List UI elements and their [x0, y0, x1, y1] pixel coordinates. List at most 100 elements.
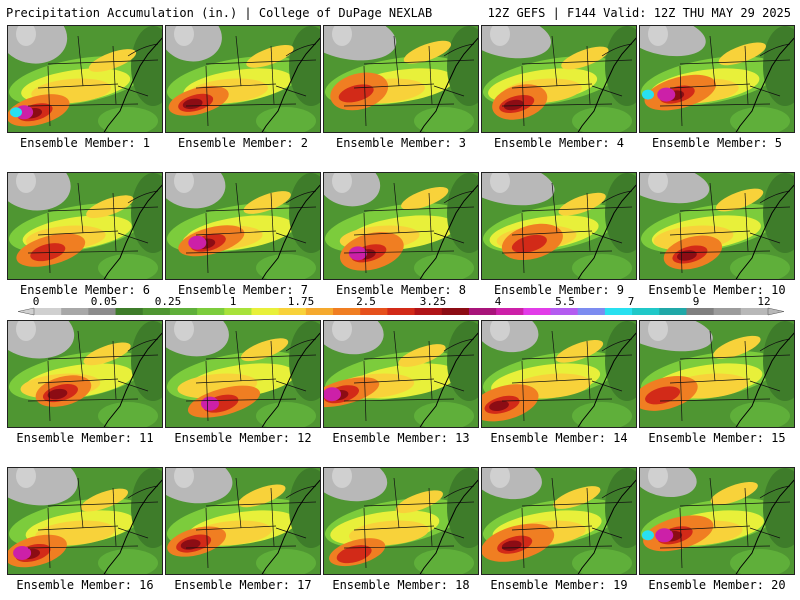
- state-boundary-line: [185, 103, 297, 107]
- state-boundary-line: [428, 340, 433, 400]
- coastline: [735, 479, 794, 574]
- state-boundary-line: [744, 340, 749, 400]
- state-boundary-line: [270, 340, 275, 400]
- state-boundary-line: [679, 206, 791, 212]
- precip-area: [490, 173, 510, 193]
- state-boundary-line: [501, 250, 613, 254]
- state-boundary-line: [591, 232, 623, 244]
- precip-area: [332, 321, 352, 341]
- colorbar-segment: [360, 308, 388, 315]
- state-boundary-line: [343, 103, 455, 107]
- colorbar-tick-label: 0.25: [154, 295, 182, 308]
- precip-area: [713, 335, 761, 359]
- state-boundary-line: [679, 212, 683, 274]
- state-boundary-line: [433, 527, 465, 539]
- state-boundary-line: [275, 85, 307, 97]
- precip-map-svg: [8, 173, 162, 279]
- precip-area: [730, 402, 790, 427]
- precip-area: [348, 246, 367, 261]
- state-boundary-line: [363, 206, 475, 212]
- coastline: [261, 184, 320, 279]
- state-boundary-line: [363, 354, 475, 360]
- precip-area: [648, 321, 668, 341]
- precip-map-svg: [166, 321, 320, 427]
- precip-area: [88, 49, 137, 72]
- colorbar-segment: [224, 308, 252, 315]
- precip-area: [730, 549, 790, 574]
- colorbar-tick-label: 5.5: [555, 295, 575, 308]
- state-boundary-line: [428, 192, 433, 252]
- state-boundary-line: [117, 232, 149, 244]
- state-boundary-line: [659, 103, 771, 107]
- colorbar-segment: [632, 308, 660, 315]
- state-boundary-line: [428, 45, 433, 105]
- state-boundary-line: [127, 338, 159, 352]
- ensemble-member-map: [639, 320, 795, 428]
- precip-area: [763, 26, 794, 106]
- state-boundary-line: [749, 85, 781, 97]
- precip-area: [240, 338, 289, 362]
- colorbar-segment: [713, 308, 742, 315]
- state-boundary-line: [501, 545, 613, 549]
- colorbar-segment: [577, 308, 606, 315]
- ensemble-member-map: [165, 25, 321, 133]
- state-boundary-line: [343, 398, 455, 402]
- coastline: [103, 332, 162, 427]
- precip-area: [10, 107, 22, 118]
- precip-area: [174, 468, 194, 488]
- colorbar-segment: [740, 308, 769, 315]
- state-boundary-line: [759, 43, 791, 57]
- state-boundary-line: [47, 206, 159, 212]
- ensemble-member-label: Ensemble Member: 15: [648, 431, 786, 445]
- ensemble-member-label: Ensemble Member: 9: [493, 283, 625, 297]
- ensemble-member-label: Ensemble Member: 18: [332, 578, 470, 592]
- state-boundary-line: [275, 232, 307, 244]
- colorbar-segment: [333, 308, 361, 315]
- state-boundary-line: [433, 232, 465, 244]
- coastline: [419, 37, 478, 132]
- state-boundary-line: [659, 398, 771, 402]
- precip-area: [188, 235, 207, 250]
- state-boundary-line: [551, 477, 558, 529]
- state-boundary-line: [285, 485, 317, 499]
- state-boundary-line: [205, 212, 209, 274]
- ensemble-member-label: Ensemble Member: 12: [174, 431, 312, 445]
- state-boundary-line: [27, 398, 139, 402]
- state-boundary-line: [759, 485, 791, 499]
- colorbar-segment: [115, 308, 144, 315]
- precip-area: [13, 545, 32, 560]
- colorbar-segment: [278, 308, 307, 315]
- precip-area: [256, 254, 316, 279]
- state-boundary-line: [353, 378, 435, 384]
- state-boundary-line: [749, 380, 781, 392]
- state-boundary-line: [112, 487, 117, 547]
- precip-area: [289, 26, 320, 106]
- precip-area: [503, 99, 524, 111]
- state-boundary-line: [443, 43, 475, 57]
- state-boundary-line: [433, 85, 465, 97]
- coastline: [735, 184, 794, 279]
- colorbar-segment: [88, 308, 117, 315]
- state-boundary-line: [601, 190, 633, 204]
- state-boundary-line: [363, 59, 475, 65]
- state-boundary-line: [521, 507, 525, 569]
- state-boundary-line: [235, 35, 242, 87]
- precip-map-svg: [8, 26, 162, 132]
- state-boundary-line: [112, 45, 117, 105]
- precip-area: [553, 486, 601, 509]
- state-boundary-line: [127, 485, 159, 499]
- precip-area: [398, 344, 446, 367]
- ensemble-member-label: Ensemble Member: 8: [335, 283, 467, 297]
- state-boundary-line: [285, 338, 317, 352]
- precip-area: [336, 545, 372, 564]
- state-boundary-line: [551, 35, 558, 87]
- precip-area: [256, 107, 316, 132]
- precip-map-svg: [166, 173, 320, 279]
- state-boundary-line: [586, 192, 591, 252]
- state-boundary-line: [47, 212, 51, 274]
- state-boundary-line: [112, 192, 117, 252]
- ensemble-member-map: [7, 320, 163, 428]
- colorbar-arrow: [767, 307, 785, 316]
- precip-area: [489, 400, 509, 412]
- state-boundary-line: [511, 83, 593, 89]
